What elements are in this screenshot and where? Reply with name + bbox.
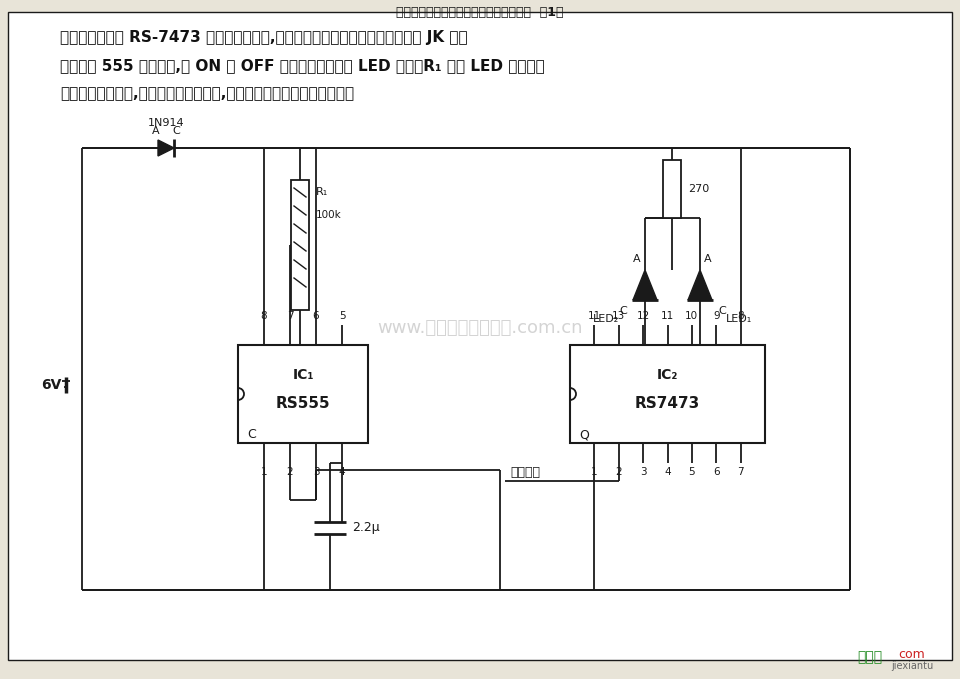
Text: IC₂: IC₂ [657, 368, 678, 382]
Text: 1N914: 1N914 [148, 118, 184, 128]
Text: 100k: 100k [316, 210, 342, 220]
Bar [238, 345, 368, 443]
Text: 1: 1 [261, 467, 267, 477]
Text: 8: 8 [261, 311, 267, 321]
Text: 本演示电路是由 RS-7473 双触发器构成的,包括能够以音频速率把输入脉冲演至 JK 主从: 本演示电路是由 RS-7473 双触发器构成的,包括能够以音频速率把输入脉冲演至… [60, 30, 468, 45]
Text: 11: 11 [660, 311, 674, 321]
Text: 5: 5 [688, 467, 695, 477]
Text: 3: 3 [639, 467, 646, 477]
Bar [291, 180, 309, 310]
Polygon shape [633, 270, 657, 300]
Text: 3: 3 [313, 467, 320, 477]
Text: 电源电路中的用双触发器构成的演示电路  第1张: 电源电路中的用双触发器构成的演示电路 第1张 [396, 6, 564, 19]
Text: jiexiantu: jiexiantu [891, 661, 933, 671]
Text: 6: 6 [713, 467, 720, 477]
Polygon shape [158, 140, 174, 156]
Text: 2: 2 [615, 467, 622, 477]
Text: C: C [248, 428, 256, 441]
Text: IC₁: IC₁ [292, 368, 314, 382]
Text: C: C [172, 126, 180, 136]
Text: 1: 1 [591, 467, 598, 477]
Text: 4: 4 [664, 467, 671, 477]
Bar [663, 160, 681, 218]
Bar [570, 345, 765, 443]
Text: 7: 7 [737, 467, 744, 477]
Text: 4: 4 [339, 467, 346, 477]
Text: RS555: RS555 [276, 395, 330, 411]
Text: 12: 12 [636, 311, 650, 321]
Polygon shape [688, 270, 712, 300]
Text: www.海青科技有限公司.com.cn: www.海青科技有限公司.com.cn [377, 319, 583, 337]
Text: Q: Q [579, 428, 588, 441]
Text: 11: 11 [588, 311, 601, 321]
Text: 率。如果省略时钟,则可把时钟输入引脚,瞬时接地而改变触发器的状态。: 率。如果省略时钟,则可把时钟输入引脚,瞬时接地而改变触发器的状态。 [60, 86, 354, 101]
Text: 13: 13 [612, 311, 625, 321]
Text: C: C [718, 306, 726, 316]
Text: A: A [705, 254, 711, 264]
Text: 5: 5 [339, 311, 346, 321]
Text: A: A [153, 126, 159, 136]
Text: C: C [619, 306, 627, 316]
Text: 8: 8 [737, 311, 744, 321]
Text: 触发器的 555 时钟电路,在 ON 和 OFF 之间来回触发开关 LED 负载。R₁ 控制 LED 的闪烁速: 触发器的 555 时钟电路,在 ON 和 OFF 之间来回触发开关 LED 负载… [60, 58, 544, 73]
Text: A: A [634, 254, 641, 264]
Text: 2.2μ: 2.2μ [352, 521, 379, 534]
Text: 时钟输入: 时钟输入 [510, 466, 540, 479]
Text: 接线图: 接线图 [857, 650, 882, 664]
Text: LED₁: LED₁ [726, 314, 753, 324]
Text: 9: 9 [713, 311, 720, 321]
Text: 6V: 6V [41, 378, 62, 392]
Text: 7: 7 [287, 311, 294, 321]
Text: 6: 6 [313, 311, 320, 321]
Text: 10: 10 [685, 311, 699, 321]
Text: RS7473: RS7473 [635, 395, 700, 411]
Text: com: com [899, 648, 925, 661]
Text: R₁: R₁ [316, 187, 328, 197]
Text: LED₂: LED₂ [592, 314, 619, 324]
Text: 2: 2 [287, 467, 294, 477]
Text: 270: 270 [688, 184, 709, 194]
